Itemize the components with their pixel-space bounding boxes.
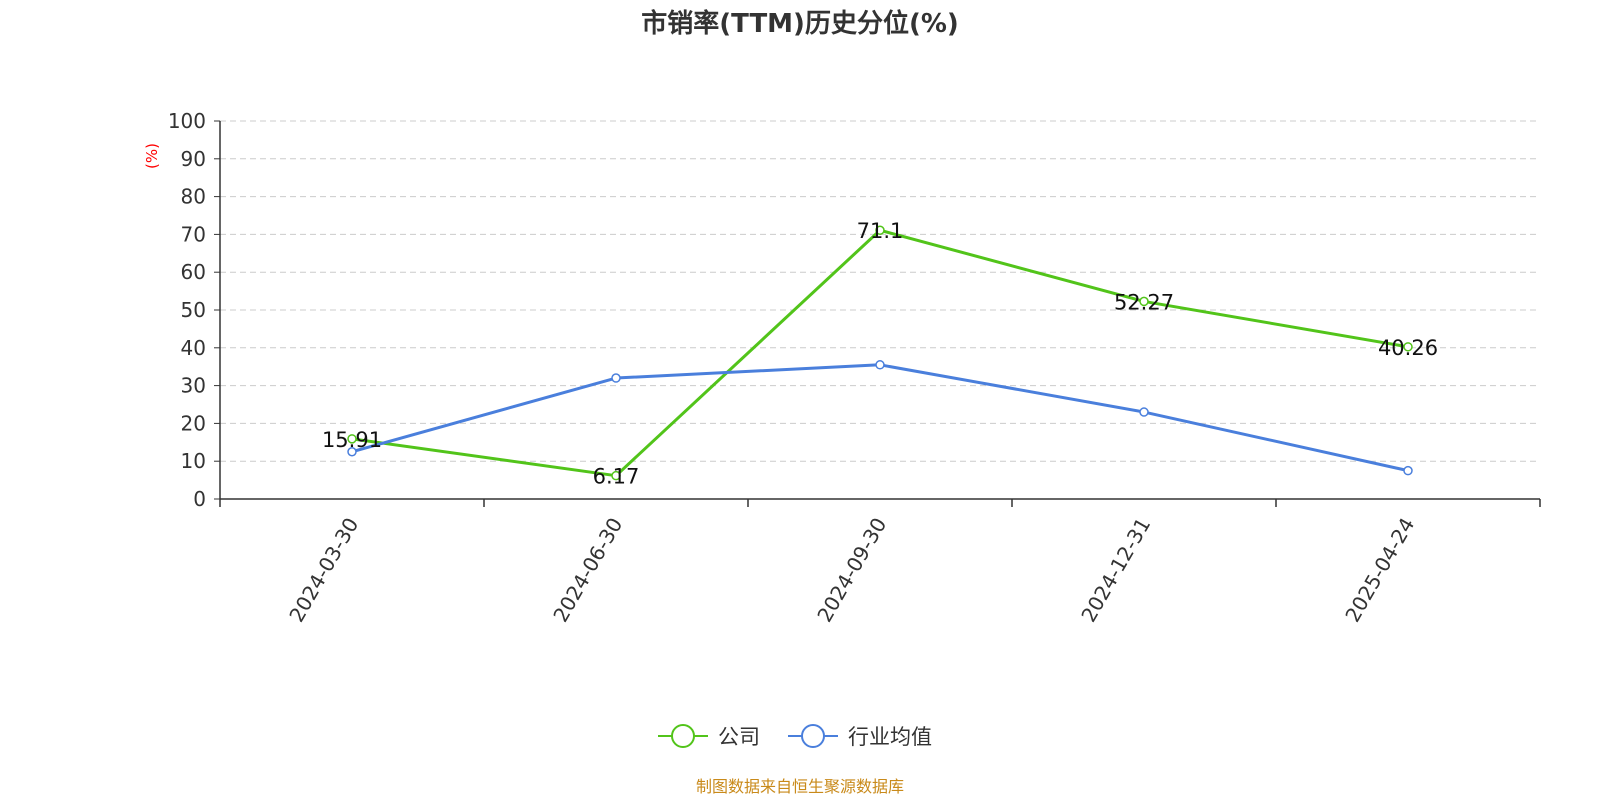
x-tick-label: 2024-03-30 bbox=[284, 514, 363, 627]
x-tick-label: 2025-04-24 bbox=[1340, 514, 1419, 627]
legend-label: 公司 bbox=[718, 725, 760, 749]
data-point[interactable] bbox=[611, 373, 621, 383]
y-tick-label: 10 bbox=[181, 449, 206, 473]
data-point[interactable] bbox=[1139, 407, 1149, 417]
data-point[interactable] bbox=[1139, 296, 1149, 307]
y-tick-label: 60 bbox=[181, 260, 206, 284]
series-lines bbox=[347, 225, 1413, 481]
x-tick-labels: 2024-03-30 2024-06-30 2024-09-30 2024-12-31… bbox=[284, 514, 1419, 627]
data-point[interactable] bbox=[611, 470, 621, 481]
source-note: 制图数据来自恒生聚源数据库 bbox=[696, 777, 904, 796]
axes bbox=[214, 120, 1541, 507]
data-label: 40.26 bbox=[1378, 336, 1438, 360]
legend-label: 行业均值 bbox=[848, 725, 932, 749]
y-tick-label: 30 bbox=[181, 374, 206, 398]
x-tick-label: 2024-12-31 bbox=[1076, 514, 1155, 627]
y-tick-label: 50 bbox=[181, 298, 206, 322]
data-label: 6.17 bbox=[593, 465, 640, 489]
data-point[interactable] bbox=[347, 434, 357, 444]
x-tick-label: 2024-09-30 bbox=[812, 514, 891, 627]
series-line-1 bbox=[351, 363, 1409, 473]
grid-lines bbox=[220, 120, 1540, 462]
chart-title: 市销率(TTM)历史分位(%) bbox=[641, 8, 959, 39]
y-tick-label: 80 bbox=[181, 185, 206, 209]
data-labels: 15.91 6.17 71.1 52.27 40.26 bbox=[322, 219, 1438, 488]
y-tick-label: 100 bbox=[168, 109, 206, 133]
legend[interactable]: 公司 行业均值 bbox=[658, 724, 932, 749]
y-tick-label: 40 bbox=[181, 336, 206, 360]
data-label: 15.91 bbox=[322, 428, 382, 452]
y-tick-label: 90 bbox=[181, 147, 206, 171]
data-point[interactable] bbox=[1403, 465, 1413, 476]
y-axis-unit-label: (%) bbox=[143, 143, 161, 169]
legend-item[interactable]: 行业均值 bbox=[788, 724, 932, 749]
data-point[interactable] bbox=[875, 225, 885, 235]
data-point[interactable] bbox=[1403, 342, 1413, 352]
y-tick-label: 20 bbox=[181, 411, 206, 435]
y-tick-labels: 0 10 20 30 40 50 60 70 80 90 100 bbox=[168, 109, 206, 511]
data-point[interactable] bbox=[875, 360, 885, 370]
legend-item[interactable]: 公司 bbox=[658, 724, 760, 749]
data-label: 71.1 bbox=[857, 219, 904, 243]
series-line-0 bbox=[351, 228, 1409, 478]
legend-circle-icon bbox=[801, 724, 825, 748]
x-tick-label: 2024-06-30 bbox=[548, 514, 627, 627]
y-tick-label: 70 bbox=[181, 222, 206, 246]
data-point[interactable] bbox=[347, 447, 357, 457]
data-label: 52.27 bbox=[1114, 290, 1174, 314]
y-tick-label: 0 bbox=[193, 487, 206, 511]
legend-circle-icon bbox=[671, 724, 695, 748]
